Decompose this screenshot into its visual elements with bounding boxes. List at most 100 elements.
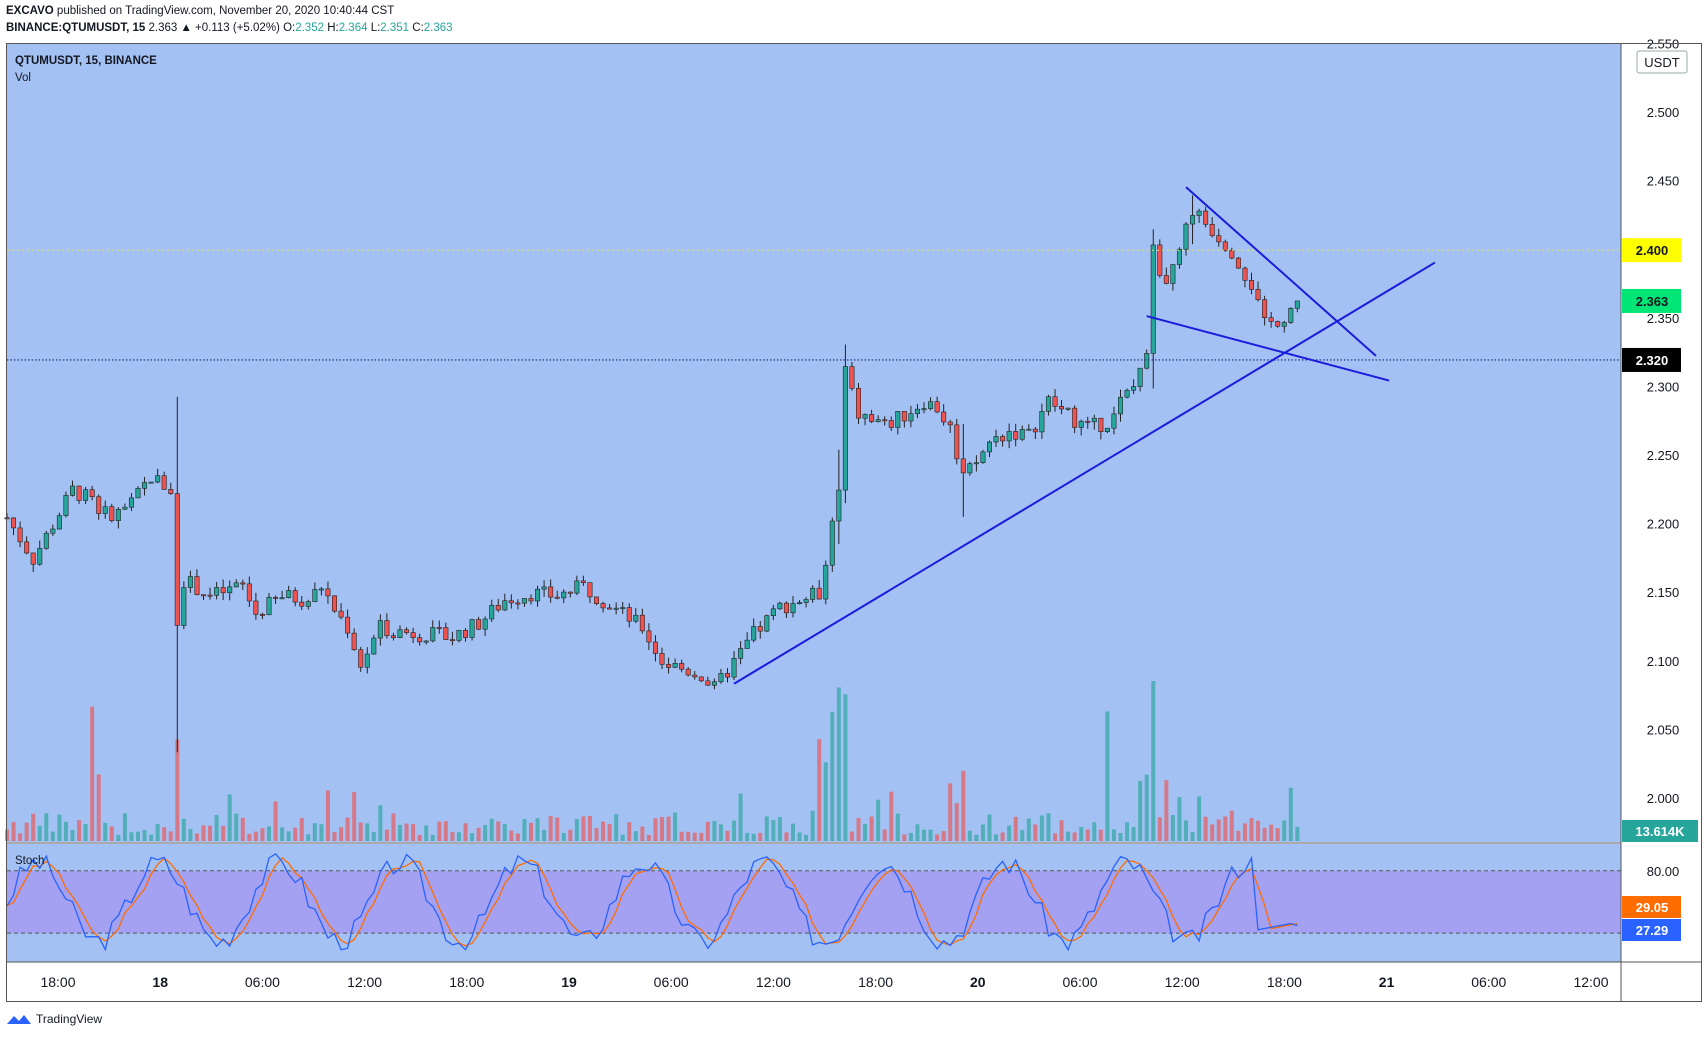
candle-body: [1268, 317, 1274, 322]
candle-body: [986, 441, 992, 453]
candle-body: [1163, 275, 1169, 284]
volume-bar: [1066, 831, 1071, 841]
candle-body: [161, 475, 167, 490]
volume-bar: [450, 831, 455, 841]
volume-bar: [470, 833, 475, 841]
volume-bar: [673, 812, 678, 841]
volume-bar: [738, 793, 743, 841]
candle-body: [738, 648, 744, 659]
time-tick-label: 12:00: [347, 974, 382, 990]
candle-body: [666, 664, 672, 668]
legend-volume[interactable]: Vol: [15, 72, 31, 84]
legend-title[interactable]: QTUMUSDT, 15, BINANCE: [15, 55, 157, 67]
time-tick-label: 12:00: [1573, 974, 1608, 990]
time-tick-label: 18:00: [858, 974, 893, 990]
volume-bar: [345, 817, 350, 841]
candle-body: [1281, 322, 1287, 327]
volume-bar: [280, 827, 285, 841]
volume-bar: [1092, 822, 1097, 841]
candle-body: [1190, 215, 1196, 225]
legend-stoch[interactable]: Stoch: [15, 855, 44, 867]
time-axis[interactable]: 18:00 18 06:00 12:00 18:00 19 06:00 12:00 18:00 2…: [40, 974, 1608, 990]
candle-body: [345, 616, 351, 634]
tradingview-logo[interactable]: TradingView: [6, 1012, 102, 1026]
candle-body: [390, 635, 396, 638]
volume-bar: [267, 826, 271, 841]
candle-body: [423, 640, 429, 643]
candle-body: [24, 541, 30, 554]
volume-bar: [1085, 829, 1090, 841]
candle-body: [1222, 241, 1228, 251]
time-tick-label: 18:00: [449, 974, 484, 990]
volume-bar: [856, 818, 861, 841]
volume-bar: [1184, 820, 1188, 841]
volume-bar: [1275, 828, 1280, 841]
volume-bar: [109, 826, 114, 841]
candle-body: [325, 588, 331, 597]
volume-bar: [437, 821, 442, 841]
candle-body: [803, 599, 809, 603]
volume-bar: [234, 813, 239, 841]
close-label: C:: [412, 22, 424, 34]
trendline-3: [1146, 315, 1390, 382]
volume-bar: [136, 831, 140, 841]
volume-bar: [1164, 780, 1169, 841]
stoch-badge-label: 27.29: [1636, 923, 1669, 938]
stoch-tick-label: 80.00: [1647, 864, 1680, 879]
candle-body: [214, 587, 220, 596]
candle-body: [1124, 389, 1130, 398]
volume-bar: [797, 832, 802, 841]
volume-bar: [522, 819, 527, 841]
candle-body: [1294, 300, 1300, 309]
candle-body: [705, 680, 711, 686]
price-axis[interactable]: 2.5502.5002.4502.4002.3502.3002.2502.200…: [1622, 36, 1698, 842]
volume-bar: [791, 823, 795, 841]
candle-body: [875, 419, 881, 422]
time-tick-label: 06:00: [1062, 974, 1097, 990]
open-value: 2.352: [295, 22, 324, 34]
volume-bar: [371, 831, 376, 841]
candle-body: [829, 520, 835, 566]
candle-body: [764, 615, 770, 632]
candle-body: [731, 657, 737, 678]
volume-bar: [103, 822, 108, 841]
volume-bar: [974, 834, 979, 841]
candle-body: [508, 600, 514, 604]
candle-body: [246, 583, 252, 602]
volume-bar: [777, 817, 782, 841]
candle-body: [96, 496, 102, 514]
chart-border: [6, 43, 1702, 1002]
volume-bar: [181, 818, 186, 841]
candle-body: [1137, 367, 1143, 387]
candle-body: [456, 629, 462, 641]
volume-bar: [653, 818, 658, 841]
candle-body: [358, 649, 364, 668]
volume-bar: [1170, 814, 1175, 841]
candle-body: [1150, 244, 1156, 354]
time-tick-label: 20: [970, 974, 986, 990]
candle-body: [292, 590, 298, 603]
trendlines[interactable]: [733, 186, 1436, 685]
candle-body: [783, 602, 789, 614]
volume-bar: [764, 816, 769, 841]
volume-bar: [293, 827, 298, 841]
volume-bar: [188, 829, 193, 841]
volume-bar: [44, 813, 49, 841]
candle-body: [1235, 257, 1241, 269]
candle-body: [607, 607, 613, 610]
volume-bar: [11, 822, 16, 841]
candle-body: [855, 387, 861, 419]
main-pane-bg: [7, 44, 1621, 842]
candle-body: [1262, 299, 1268, 318]
volume-bar: [666, 816, 671, 841]
candle-body: [960, 458, 966, 474]
volume-bar: [221, 825, 226, 841]
volume-bar: [692, 832, 697, 841]
candle-body: [207, 594, 213, 597]
publisher-name[interactable]: EXCAVO: [6, 5, 54, 17]
candle-body: [973, 462, 979, 465]
volume-bar: [1118, 832, 1123, 841]
candle-body: [462, 629, 468, 638]
